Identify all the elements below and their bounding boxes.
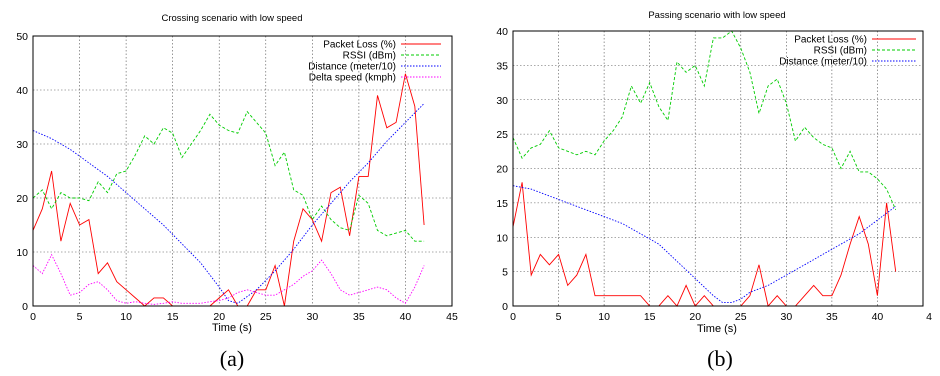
- y-tick-label: 30: [16, 139, 28, 151]
- series-lines: [32, 73, 425, 307]
- legend: Packet Loss (%)RSSI (dBm)Distance (meter…: [779, 35, 916, 68]
- y-tick-label: 25: [496, 129, 508, 141]
- x-tick-label: 0: [30, 311, 36, 323]
- x-tick-label: 40: [872, 311, 884, 323]
- series-line: [512, 30, 897, 210]
- tick-labels: 0 5 10 15 20 25 30 35 40 45 0 10 20 30 40 50: [16, 31, 458, 323]
- y-tick-label: 10: [16, 247, 28, 259]
- x-tick-label: 5: [77, 311, 83, 323]
- x-tick-label: 15: [167, 311, 179, 323]
- x-tick-label: 30: [306, 311, 318, 323]
- y-tick-label: 40: [496, 26, 508, 38]
- plot-frame: [512, 30, 924, 307]
- y-tick-label: 0: [502, 301, 508, 313]
- series-line: [32, 110, 425, 242]
- caption-a: (a): [220, 346, 244, 371]
- legend-label: RSSI (dBm): [814, 46, 867, 57]
- series-line: [512, 185, 896, 304]
- y-tick-label: 10: [496, 232, 508, 244]
- y-tick-label: 50: [16, 31, 28, 43]
- series-line: [32, 253, 425, 305]
- x-tick-label: 20: [689, 311, 701, 323]
- y-tick-label: 15: [496, 198, 508, 210]
- series-line: [512, 182, 897, 307]
- y-tick-label: 5: [502, 267, 508, 279]
- x-tick-label: 0: [510, 311, 516, 323]
- chart-title: Passing scenario with low speed: [648, 10, 785, 21]
- y-tick-label: 35: [496, 60, 508, 72]
- series-lines: [512, 30, 897, 307]
- series-line: [32, 103, 425, 304]
- x-tick-label: 5: [556, 311, 562, 323]
- y-tick-label: 20: [16, 193, 28, 205]
- x-tick-label: 15: [644, 311, 656, 323]
- x-tick-label: 10: [120, 311, 132, 323]
- x-axis-label: Time (s): [212, 322, 252, 334]
- x-axis-label: Time (s): [697, 323, 737, 335]
- chart-title: Crossing scenario with low speed: [162, 13, 303, 24]
- legend-label: RSSI (dBm): [343, 51, 396, 62]
- legend-label: Packet Loss (%): [323, 40, 396, 51]
- y-tick-label: 40: [16, 85, 28, 97]
- legend: Packet Loss (%)RSSI (dBm)Distance (meter…: [308, 40, 441, 84]
- legend-label: Packet Loss (%): [794, 35, 867, 46]
- legend-label: Distance (meter/10): [779, 57, 867, 68]
- plot-frame: [32, 35, 453, 307]
- series-line: [32, 73, 425, 307]
- y-tick-label: 0: [22, 301, 28, 313]
- x-tick-label: 20: [213, 311, 225, 323]
- x-tick-label: 25: [735, 311, 747, 323]
- chart-crossing-scenario: Crossing scenario with low speed Time (s…: [16, 13, 458, 334]
- x-tick-label: 10: [598, 311, 610, 323]
- legend-label: Distance (meter/10): [308, 62, 396, 73]
- y-tick-label: 20: [496, 164, 508, 176]
- chart-passing-scenario: Passing scenario with low speed Time (s)…: [496, 10, 932, 335]
- legend-label: Delta speed (kmph): [309, 73, 396, 84]
- x-tick-label: 35: [353, 311, 365, 323]
- grid-lines: [33, 36, 452, 306]
- x-tick-label: 35: [826, 311, 838, 323]
- x-tick-label: 25: [260, 311, 272, 323]
- y-tick-label: 30: [496, 95, 508, 107]
- caption-b: (b): [707, 346, 733, 371]
- x-tick-label: 45: [446, 311, 458, 323]
- x-tick-label: 30: [780, 311, 792, 323]
- x-tick-label: 40: [400, 311, 412, 323]
- grid-lines: [513, 31, 923, 306]
- x-tick-label: 4: [926, 311, 932, 323]
